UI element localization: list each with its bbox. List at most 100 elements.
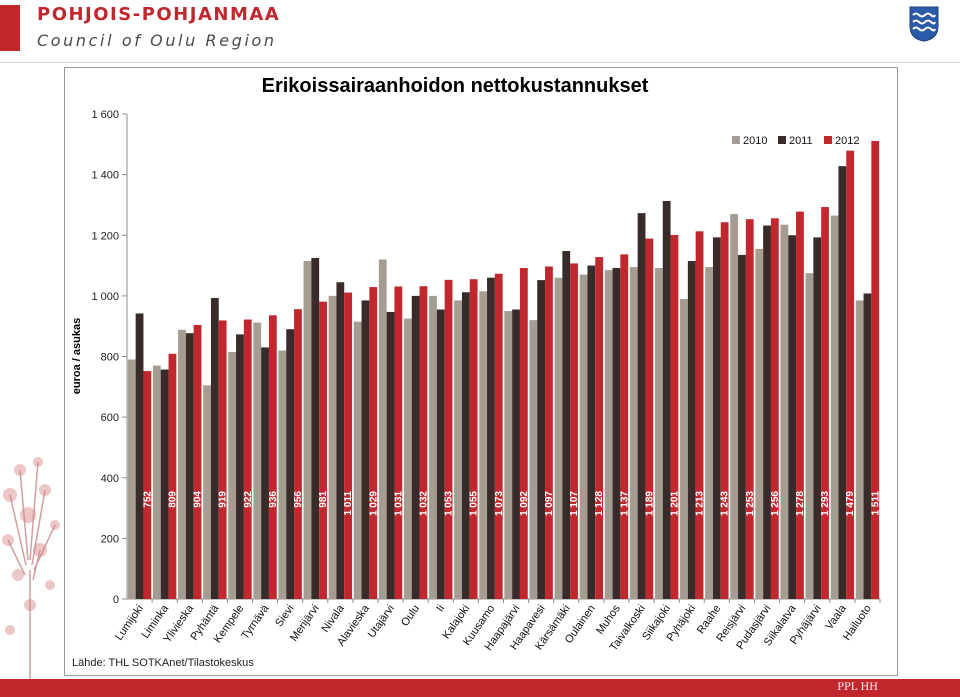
bar-2010 xyxy=(629,267,638,599)
bar-2012 xyxy=(369,287,378,599)
bar-2011 xyxy=(487,277,495,599)
header-divider xyxy=(0,62,960,63)
bar-2012 xyxy=(821,207,829,599)
bar-2011 xyxy=(261,347,269,599)
y-tick-label: 0 xyxy=(113,594,119,606)
bar-2012 xyxy=(695,231,704,599)
bar-2011 xyxy=(863,293,872,599)
bar-2010 xyxy=(554,277,563,599)
legend-label-2012: 2012 xyxy=(835,135,859,147)
bar-2011 xyxy=(838,166,847,599)
header-accent-bar xyxy=(0,5,20,51)
y-tick-label: 1 200 xyxy=(91,230,119,242)
y-axis: 0 200 400 600 800 1 000 1 200 1 400 1 600 xyxy=(91,109,128,606)
bar-2012 xyxy=(319,301,327,599)
bar-2011 xyxy=(210,297,219,599)
bar-2012 xyxy=(469,279,478,599)
bar-2011 xyxy=(361,300,370,599)
bar-2010 xyxy=(454,300,462,599)
data-label-2012: 1 511 xyxy=(870,491,881,516)
bar-2010 xyxy=(253,322,262,599)
source-note: Lähde: THL SOTKAnet/Tilastokeskus xyxy=(72,657,254,669)
bar-2012 xyxy=(394,286,403,599)
bar-2010 xyxy=(755,248,764,599)
bar-2012 xyxy=(344,292,353,599)
data-label-2012: 981 xyxy=(318,491,329,508)
bar-2010 xyxy=(429,295,437,599)
bar-2012 xyxy=(168,353,177,599)
bar-2011 xyxy=(612,267,621,599)
data-label-2012: 809 xyxy=(167,491,178,508)
legend-label-2010: 2010 xyxy=(743,135,767,147)
y-tick-label: 1 600 xyxy=(91,109,119,121)
data-label-2012: 1 032 xyxy=(418,491,429,516)
bar-2010 xyxy=(654,267,663,599)
data-label-2012: 919 xyxy=(218,491,229,508)
bar-2010 xyxy=(328,295,337,599)
bar-2011 xyxy=(411,295,420,599)
bar-2010 xyxy=(203,385,211,599)
bar-2012 xyxy=(143,371,152,599)
y-tick-label: 200 xyxy=(101,533,119,545)
y-tick-label: 1 400 xyxy=(91,170,119,182)
x-tick-label: Vaala xyxy=(823,602,849,632)
bar-2012 xyxy=(494,273,503,599)
footer-text: PPL HH xyxy=(837,682,878,693)
bar-2010 xyxy=(152,365,161,599)
bar-2010 xyxy=(127,359,136,599)
data-label-2012: 936 xyxy=(268,491,279,508)
bar-2012 xyxy=(419,286,428,599)
bar-2012 xyxy=(796,211,804,599)
bar-2011 xyxy=(135,313,144,599)
bar-2010 xyxy=(353,321,362,599)
data-label-2012: 1 029 xyxy=(368,491,379,516)
bar-2010 xyxy=(579,274,588,599)
y-axis-label: euroa / asukas xyxy=(71,318,83,394)
y-tick-label: 800 xyxy=(101,352,119,364)
bar-2011 xyxy=(311,257,320,599)
bar-2011 xyxy=(236,334,244,599)
bar-2011 xyxy=(788,235,797,599)
x-axis: LumijokiLiminkaYlivieskaPyhäntäKempeleTy… xyxy=(113,598,881,653)
bar-2010 xyxy=(805,273,814,599)
org-subtitle: Council of Oulu Region xyxy=(37,31,277,50)
data-label-2012: 1 243 xyxy=(720,491,731,516)
bar-2010 xyxy=(178,329,186,599)
data-label-2012: 1 128 xyxy=(594,491,605,516)
data-label-2012: 1 107 xyxy=(569,491,580,516)
bar-2012 xyxy=(545,266,553,599)
bar-2010 xyxy=(228,351,237,599)
data-label-2012: 1 278 xyxy=(795,491,806,516)
bar-2011 xyxy=(662,200,671,599)
bar-2012 xyxy=(720,222,729,599)
x-tick-label: Sievi xyxy=(273,603,297,629)
bar-2011 xyxy=(386,311,395,599)
bar-2012 xyxy=(444,279,453,599)
bars-group xyxy=(127,140,880,600)
coat-of-arms-icon xyxy=(909,6,939,42)
x-tick-label: Oulu xyxy=(399,603,422,629)
bar-2011 xyxy=(562,251,571,599)
data-label-2012: 1 092 xyxy=(519,491,530,516)
bar-2012 xyxy=(620,254,629,600)
bar-2010 xyxy=(504,311,513,599)
bar-2011 xyxy=(185,333,194,599)
bar-2012 xyxy=(218,320,227,599)
x-tick-label: Tyrnävä xyxy=(239,602,272,642)
bar-2011 xyxy=(512,309,520,599)
bar-2010 xyxy=(604,270,613,599)
data-label-2012: 1 053 xyxy=(444,491,455,516)
data-label-2012: 1 213 xyxy=(695,491,706,516)
bar-2012 xyxy=(243,319,252,599)
bar-2011 xyxy=(813,237,822,599)
y-tick-label: 600 xyxy=(101,412,119,424)
bar-2011 xyxy=(286,329,295,599)
bar-2011 xyxy=(738,254,746,599)
bar-2012 xyxy=(570,263,578,599)
chart-title: Erikoissairaanhoidon nettokustannukset xyxy=(262,75,649,97)
bar-2011 xyxy=(336,282,345,599)
bar-2010 xyxy=(705,267,713,599)
x-tick-label: Lumijoki xyxy=(113,603,146,643)
y-tick-label: 400 xyxy=(101,473,119,485)
